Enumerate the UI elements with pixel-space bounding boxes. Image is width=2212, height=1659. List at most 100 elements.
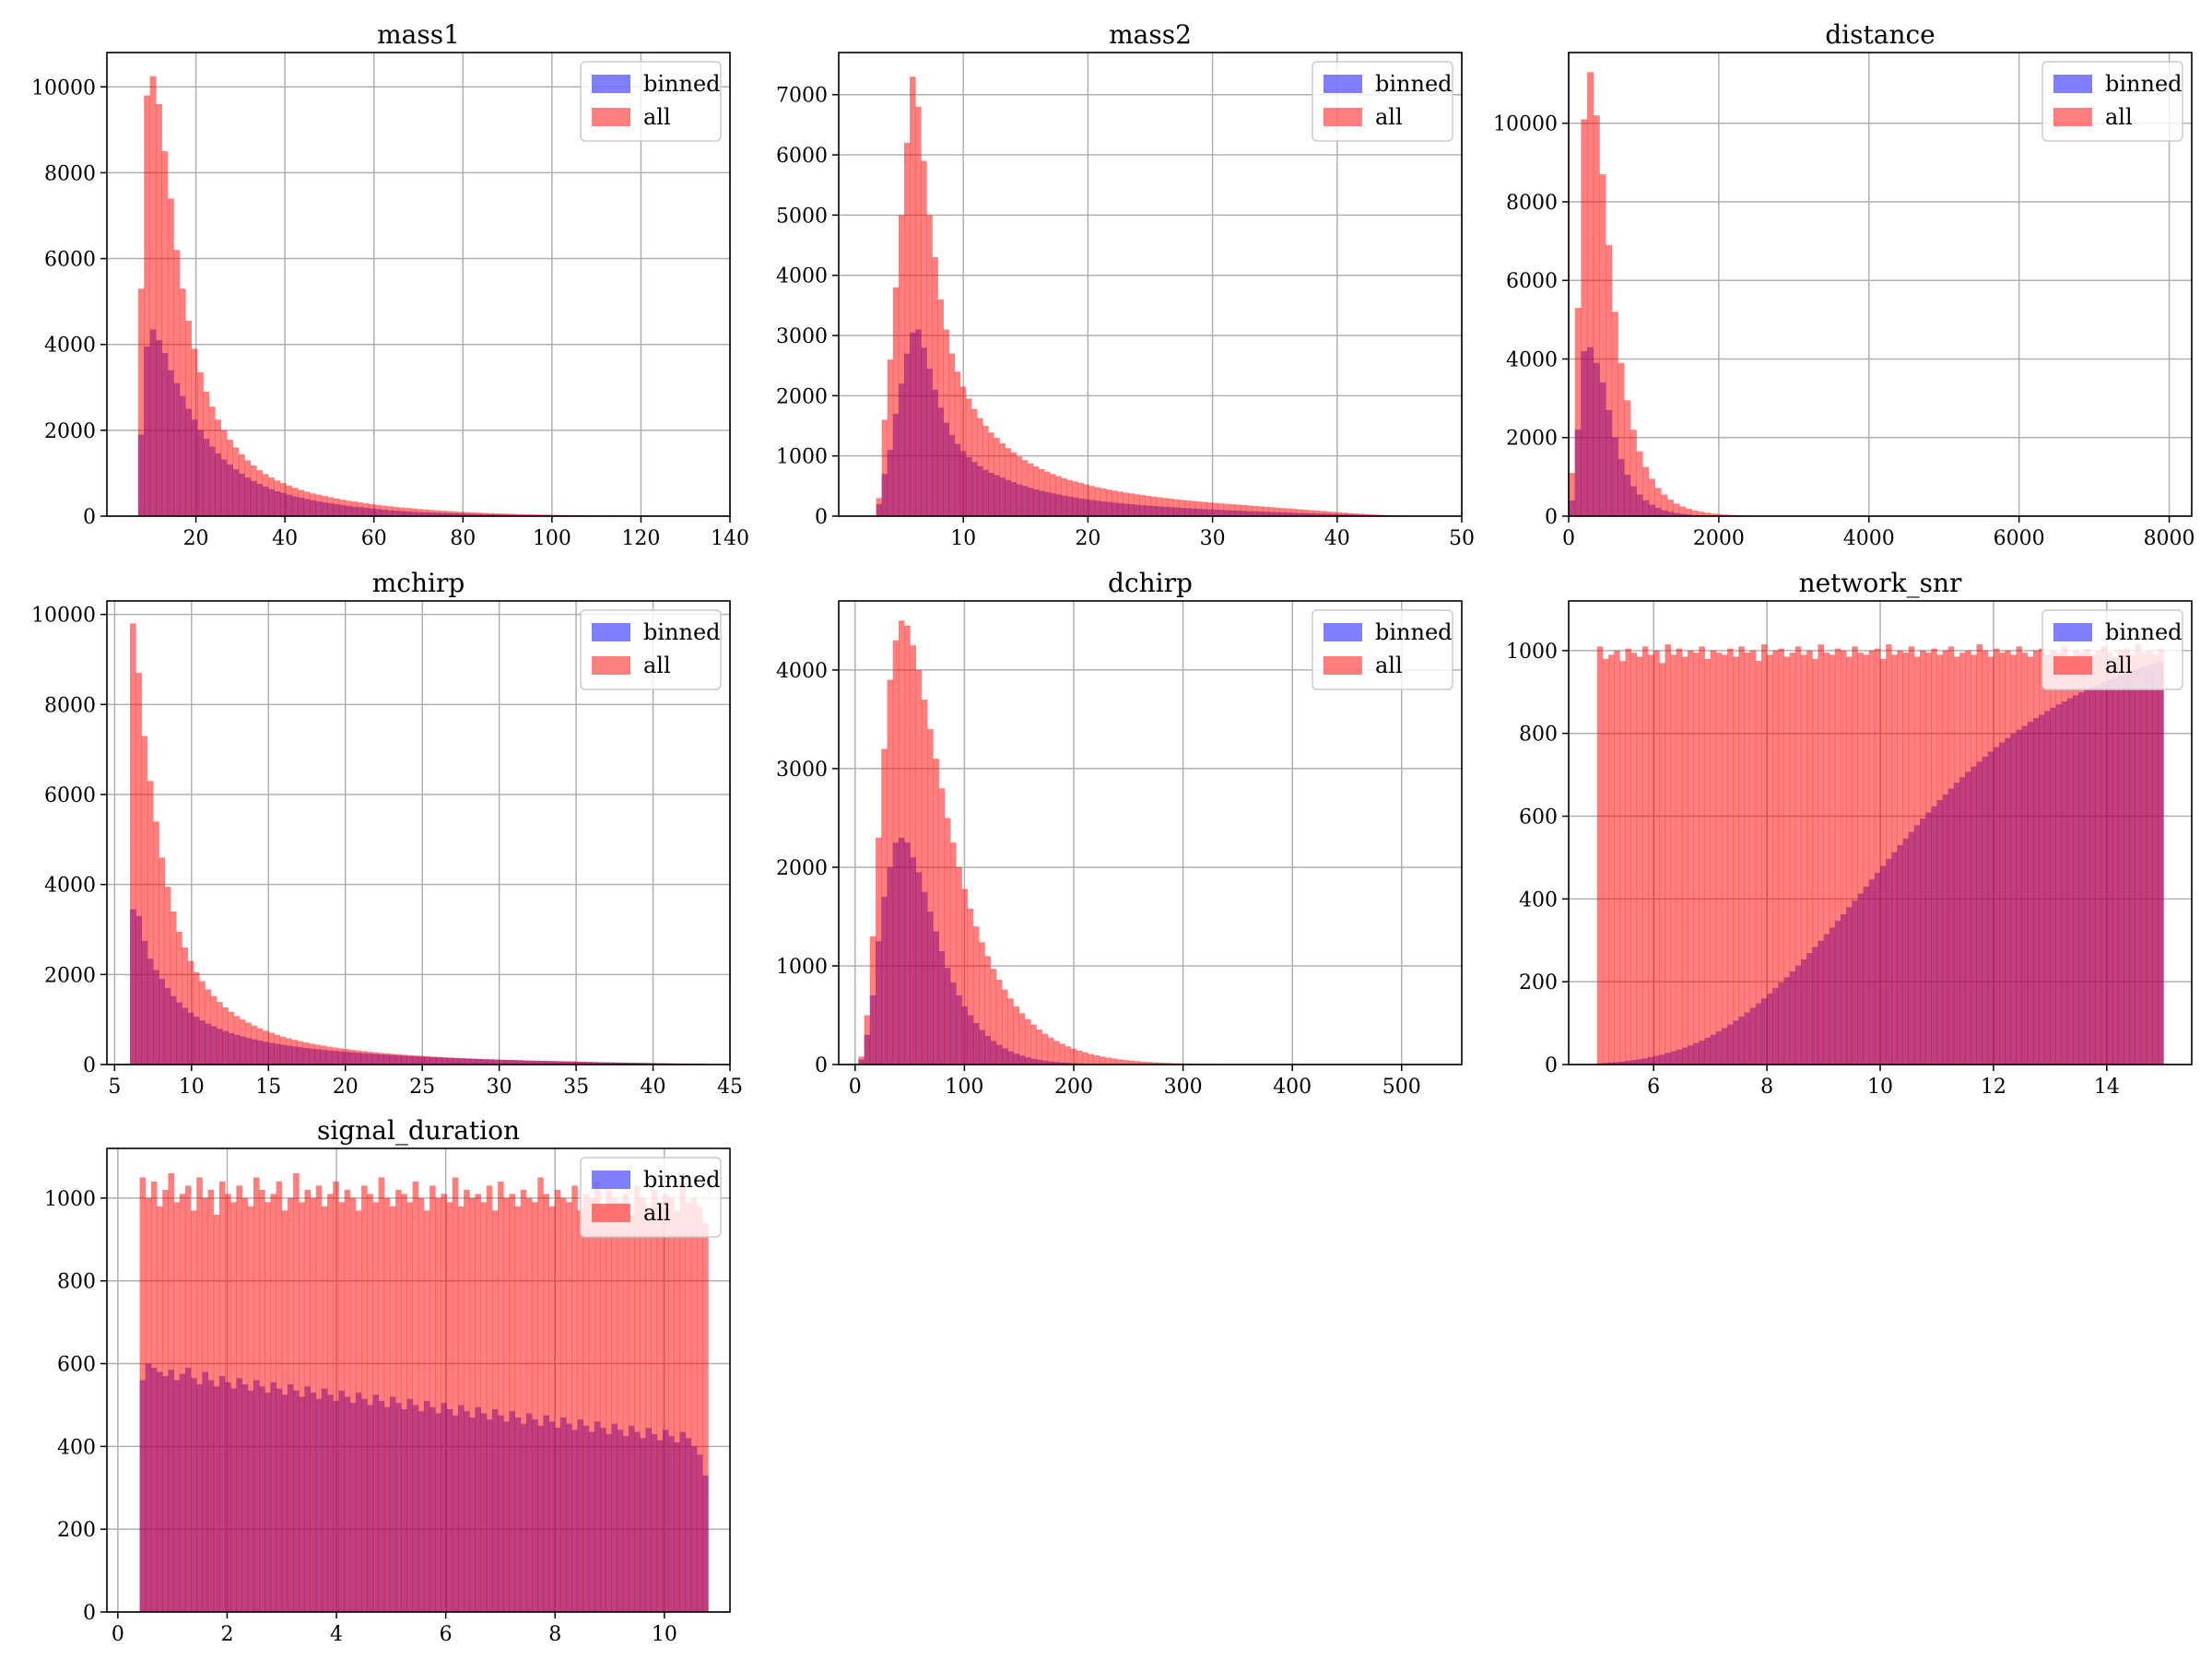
- bar-all: [156, 103, 162, 516]
- bar-all: [887, 359, 894, 516]
- bar-all: [441, 1057, 448, 1065]
- axes-frame: [106, 600, 731, 1065]
- bar-all: [876, 498, 883, 516]
- bar-all: [620, 1062, 627, 1065]
- bar-all: [568, 1061, 575, 1065]
- bar-all: [383, 1197, 391, 1612]
- legend-label-binned: binned: [643, 619, 721, 645]
- bar-all: [157, 1206, 163, 1612]
- bar-all: [150, 1181, 158, 1612]
- bar-all: [1117, 491, 1124, 516]
- x-tick-label: 6000: [1994, 527, 2045, 550]
- x-tick-label: 40: [1324, 527, 1350, 550]
- y-tick-label: 7000: [776, 85, 828, 108]
- bar-all: [1654, 488, 1662, 516]
- bar-all: [1760, 644, 1768, 1065]
- chart-dchirp: 0 100 200 300 400 500 0 1000 2000 3000 4000 dchirp b…: [776, 568, 1463, 1099]
- bar-all: [577, 1210, 584, 1612]
- chart-title: signal_duration: [317, 1115, 520, 1146]
- bar-all: [345, 500, 352, 516]
- bar-all: [1818, 644, 1824, 1065]
- bar-all: [215, 419, 222, 516]
- bar-all: [995, 979, 1003, 1065]
- bar-all: [2010, 654, 2017, 1065]
- x-tick-label: 4: [330, 1623, 343, 1646]
- chart-mchirp: 5 10 15 20 25 30 35 40 45 0 2000 4000 6000 8000 10000 m…: [31, 568, 743, 1099]
- bar-all: [286, 1038, 292, 1065]
- legend-label-all: all: [1375, 653, 1403, 678]
- x-tick-label: 10: [1867, 1076, 1893, 1099]
- bar-all: [1358, 513, 1365, 516]
- x-tick-label: 100: [945, 1076, 983, 1099]
- bar-all: [1772, 650, 1779, 1065]
- bar-all: [1016, 456, 1023, 516]
- x-tick-label: 10: [652, 1623, 677, 1646]
- bar-all: [303, 491, 311, 516]
- y-tick-label: 800: [57, 1271, 96, 1294]
- bar-all: [1313, 510, 1320, 516]
- bar-all: [423, 1210, 430, 1612]
- bar-all: [298, 489, 305, 516]
- y-tick-label: 2000: [776, 385, 828, 408]
- legend-label-all: all: [643, 653, 671, 678]
- bar-all: [446, 1202, 453, 1612]
- bar-all: [218, 1181, 226, 1612]
- bar-all: [1010, 452, 1018, 516]
- bar-all: [927, 729, 934, 1065]
- axes-frame: [838, 52, 1463, 517]
- bar-all: [355, 1050, 361, 1065]
- x-tick-label: 20: [1075, 527, 1100, 550]
- bar-all: [1206, 502, 1213, 516]
- bar-all: [1369, 514, 1376, 516]
- bar-all: [1959, 653, 1966, 1065]
- bar-all: [1347, 512, 1354, 516]
- bar-all: [493, 1059, 500, 1065]
- legend-label-all: all: [643, 104, 671, 130]
- bar-all: [690, 1197, 698, 1612]
- bar-all: [1290, 509, 1298, 516]
- bar-all: [580, 1062, 586, 1065]
- bar-all: [464, 1189, 470, 1612]
- bar-all: [205, 989, 212, 1065]
- bar-all: [1794, 646, 1802, 1065]
- bar-all: [1077, 483, 1085, 516]
- bar-all: [1122, 1060, 1129, 1065]
- bar-all: [1179, 500, 1185, 516]
- axes-frame: [106, 1147, 731, 1613]
- bar-all: [622, 1194, 629, 1612]
- y-tick-label: 0: [83, 1602, 96, 1625]
- x-tick-label: 15: [255, 1076, 281, 1099]
- bar-all: [1846, 656, 1853, 1065]
- bar-all: [1641, 646, 1649, 1065]
- bar-all: [1593, 115, 1600, 516]
- x-tick-label: 30: [487, 1076, 512, 1099]
- bar-all: [1800, 654, 1807, 1065]
- bar-all: [265, 1202, 271, 1612]
- bar-all: [637, 1063, 644, 1065]
- y-tick-label: 6000: [44, 249, 96, 272]
- bar-all: [418, 1055, 425, 1065]
- bar-all: [256, 1028, 264, 1065]
- bar-all: [1150, 1062, 1158, 1065]
- bar-all: [881, 748, 888, 1065]
- legend-swatch-binned: [2053, 623, 2092, 641]
- bar-all: [410, 508, 418, 516]
- bar-all: [516, 513, 524, 516]
- bar-all: [153, 821, 159, 1065]
- y-tick-label: 5000: [776, 205, 828, 228]
- bar-all: [1352, 513, 1359, 516]
- bar-all: [887, 679, 894, 1065]
- bar-all: [274, 1034, 281, 1065]
- bar-all: [1018, 1013, 1026, 1065]
- bar-all: [559, 1197, 567, 1612]
- bar-all: [1710, 513, 1717, 516]
- bar-all: [470, 1058, 477, 1065]
- bar-all: [2112, 656, 2119, 1065]
- bar-all: [594, 1181, 601, 1612]
- bar-all: [1913, 656, 1921, 1065]
- chart-title: mass2: [1109, 19, 1192, 50]
- bar-all: [1630, 653, 1638, 1065]
- bar-all: [1727, 648, 1734, 1065]
- bar-all: [481, 1059, 488, 1065]
- legend-label-all: all: [2105, 653, 2133, 678]
